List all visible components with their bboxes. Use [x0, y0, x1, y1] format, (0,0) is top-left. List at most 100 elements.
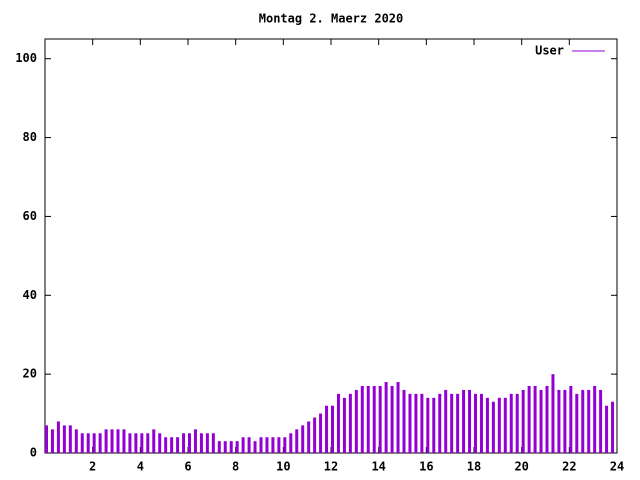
- impulse: [557, 389, 561, 453]
- impulse: [301, 425, 305, 453]
- impulse: [110, 429, 114, 453]
- impulse: [414, 393, 418, 453]
- impulse: [396, 382, 400, 453]
- x-tick-label: 14: [371, 460, 385, 474]
- y-tick-label: 80: [23, 130, 37, 144]
- impulse: [587, 389, 591, 453]
- impulse: [509, 393, 513, 453]
- impulse: [503, 397, 507, 453]
- impulse: [444, 389, 448, 453]
- x-tick-label: 8: [232, 460, 239, 474]
- x-tick-label: 4: [137, 460, 144, 474]
- impulse: [277, 437, 281, 453]
- impulse: [450, 393, 454, 453]
- impulse: [158, 433, 162, 453]
- x-tick-label: 10: [276, 460, 290, 474]
- impulse: [217, 441, 221, 453]
- impulse: [605, 405, 609, 453]
- impulse: [62, 425, 66, 453]
- impulse: [56, 421, 60, 453]
- impulse: [122, 429, 126, 453]
- impulse: [188, 433, 191, 453]
- y-tick-label: 60: [23, 209, 37, 223]
- x-tick-label: 20: [514, 460, 528, 474]
- plot-frame: [44, 38, 618, 454]
- impulse: [146, 433, 150, 453]
- impulse: [253, 441, 257, 453]
- impulse: [426, 397, 430, 453]
- impulse: [533, 385, 537, 453]
- impulse: [289, 433, 293, 453]
- impulse: [164, 437, 168, 453]
- impulse: [325, 405, 329, 453]
- impulse: [539, 389, 543, 453]
- impulse: [462, 389, 466, 453]
- impulse: [193, 429, 197, 453]
- y-tick-label: 0: [30, 446, 37, 460]
- impulse: [313, 417, 317, 453]
- chart-title: Montag 2. Maerz 2020: [259, 12, 404, 26]
- impulse: [86, 433, 90, 453]
- impulse: [515, 393, 519, 453]
- impulse: [92, 433, 96, 453]
- impulse: [384, 382, 388, 453]
- y-tick-label: 100: [15, 51, 37, 65]
- x-tick-label: 22: [562, 460, 576, 474]
- impulse: [360, 385, 364, 453]
- impulse: [378, 385, 382, 453]
- impulse: [569, 385, 573, 453]
- impulse: [140, 433, 144, 453]
- impulse: [205, 433, 209, 453]
- impulse: [235, 441, 239, 453]
- impulse: [390, 385, 394, 453]
- impulse: [331, 405, 334, 453]
- impulse: [599, 389, 603, 453]
- impulse: [456, 393, 460, 453]
- impulse: [611, 401, 615, 453]
- impulse: [182, 433, 186, 453]
- impulse: [420, 393, 424, 453]
- impulse: [402, 389, 406, 453]
- impulse: [372, 385, 376, 453]
- impulse: [563, 389, 567, 453]
- impulse: [116, 429, 120, 453]
- impulse: [98, 433, 102, 453]
- impulse: [432, 397, 436, 453]
- impulse: [152, 429, 156, 453]
- impulse: [342, 397, 346, 453]
- impulse: [348, 393, 352, 453]
- impulse: [485, 397, 489, 453]
- impulse: [581, 389, 585, 453]
- impulse: [593, 385, 597, 453]
- impulse: [468, 389, 472, 453]
- impulse: [575, 393, 579, 453]
- impulse: [545, 385, 549, 453]
- impulse: [474, 393, 477, 453]
- impulse: [128, 433, 132, 453]
- impulse: [366, 385, 370, 453]
- impulse: [479, 393, 483, 453]
- y-tick-label: 40: [23, 288, 37, 302]
- impulse: [271, 437, 275, 453]
- impulse: [265, 437, 269, 453]
- x-tick-label: 24: [610, 460, 624, 474]
- impulse: [211, 433, 215, 453]
- impulse: [521, 389, 525, 453]
- impulse: [336, 393, 340, 453]
- impulse: [527, 385, 531, 453]
- x-tick-label: 2: [89, 460, 96, 474]
- impulse: [176, 437, 180, 453]
- impulse: [307, 421, 311, 453]
- impulse: [50, 429, 54, 453]
- impulse: [354, 389, 358, 453]
- legend-label: User: [535, 44, 564, 58]
- impulse: [295, 429, 299, 453]
- x-tick-label: 16: [419, 460, 433, 474]
- impulse: [319, 413, 323, 453]
- y-tick-label: 20: [23, 367, 37, 381]
- impulse: [80, 433, 84, 453]
- impulse: [241, 437, 245, 453]
- x-tick-label: 12: [324, 460, 338, 474]
